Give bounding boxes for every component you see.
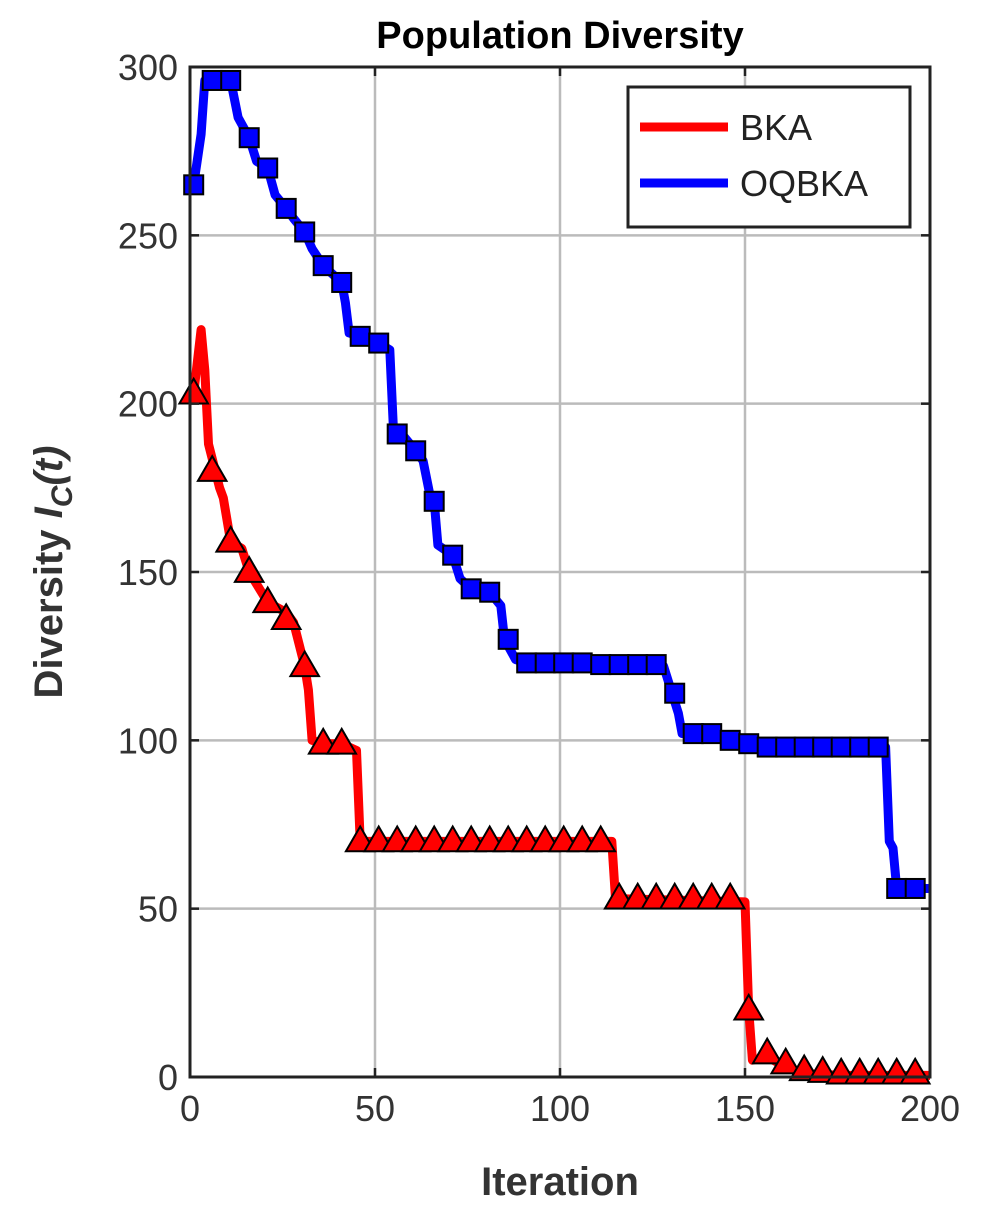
marker — [701, 723, 723, 745]
marker — [201, 69, 223, 91]
marker — [719, 729, 741, 751]
marker — [516, 652, 538, 674]
marker — [251, 585, 284, 614]
marker — [608, 654, 630, 676]
y-tick-label: 200 — [118, 384, 178, 425]
marker — [738, 733, 760, 755]
marker — [793, 736, 815, 758]
marker — [442, 544, 464, 566]
axes: 0 50 100 150 200 0 50 100 150 200 250 300 — [118, 47, 960, 1129]
marker — [196, 454, 229, 482]
marker — [849, 736, 871, 758]
marker — [325, 726, 358, 755]
y-tick-label: 300 — [118, 47, 178, 88]
marker — [534, 652, 556, 674]
marker — [183, 174, 205, 196]
y-label-argument: (t) — [27, 446, 71, 486]
marker — [405, 440, 427, 462]
y-tick-label: 150 — [118, 552, 178, 593]
y-label-symbol: I — [27, 506, 71, 518]
marker — [479, 581, 501, 603]
x-axis-label: Iteration — [481, 1160, 639, 1204]
marker — [830, 736, 852, 758]
x-tick-label: 100 — [530, 1088, 590, 1129]
marker — [788, 1053, 821, 1082]
legend-label: BKA — [740, 107, 812, 148]
marker — [238, 127, 260, 149]
marker — [756, 736, 778, 758]
marker — [270, 602, 303, 631]
plot-area — [177, 69, 932, 1085]
y-label-text: Diversity — [27, 529, 71, 699]
marker — [584, 824, 617, 853]
marker — [294, 221, 316, 243]
marker — [386, 423, 408, 445]
marker — [769, 1046, 802, 1075]
chart-title: Population Diversity — [376, 15, 743, 57]
legend-label: OQBKA — [740, 163, 868, 204]
marker — [233, 555, 266, 583]
x-tick-label: 0 — [180, 1088, 200, 1129]
marker — [288, 649, 321, 678]
marker — [349, 325, 371, 347]
marker — [497, 628, 519, 650]
marker — [590, 654, 612, 676]
marker — [220, 69, 242, 91]
y-axis-label: Diversity IC(t) — [27, 446, 79, 699]
marker — [886, 877, 908, 899]
x-tick-label: 150 — [715, 1088, 775, 1129]
x-tick-label: 200 — [900, 1088, 960, 1129]
axes-box — [188, 65, 932, 1079]
marker — [553, 652, 575, 674]
y-tick-label: 250 — [118, 215, 178, 256]
y-tick-label: 50 — [138, 889, 178, 930]
y-tick-label: 100 — [118, 720, 178, 761]
marker — [460, 578, 482, 600]
marker — [312, 255, 334, 277]
marker — [751, 1036, 784, 1065]
y-tick-label: 0 — [158, 1057, 178, 1098]
marker — [257, 157, 279, 179]
marker — [812, 736, 834, 758]
marker — [904, 877, 926, 899]
marker — [867, 736, 889, 758]
marker — [275, 197, 297, 219]
marker — [664, 682, 686, 704]
y-label-subscript: C — [46, 484, 79, 507]
marker — [423, 490, 445, 512]
marker — [645, 654, 667, 676]
marker — [682, 723, 704, 745]
marker — [368, 332, 390, 354]
marker — [714, 881, 747, 910]
legend: BKA OQBKA — [626, 85, 912, 229]
marker — [627, 654, 649, 676]
marker — [775, 736, 797, 758]
legend-box — [626, 85, 912, 229]
marker — [571, 652, 593, 674]
marker — [331, 271, 353, 293]
x-tick-label: 50 — [355, 1088, 395, 1129]
marker — [732, 992, 765, 1021]
marker — [214, 524, 247, 553]
